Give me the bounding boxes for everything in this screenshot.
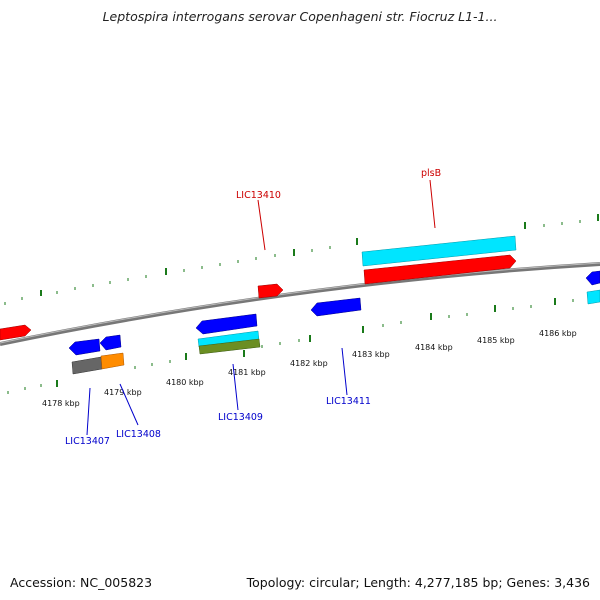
gene-arrow-reverse[interactable] bbox=[195, 313, 258, 335]
lower-tick-track bbox=[7, 298, 574, 394]
gene-plsB-cyan-bar bbox=[361, 235, 517, 267]
scale-label: 4181 kbp bbox=[228, 368, 266, 377]
gene-arrow-forward[interactable] bbox=[0, 324, 32, 341]
scale-label: 4185 kbp bbox=[477, 336, 515, 345]
label-leaders bbox=[86, 179, 436, 436]
reverse-features bbox=[68, 270, 600, 375]
genome-backbone bbox=[0, 262, 600, 346]
genome-backbone-highlight bbox=[0, 262, 600, 344]
scale-label: 4183 kbp bbox=[352, 350, 390, 359]
scale-label: 4178 kbp bbox=[42, 399, 80, 408]
olive-feature-bar bbox=[198, 338, 261, 355]
gene-label-LIC13408[interactable]: LIC13408 bbox=[116, 429, 161, 440]
gene-label-LIC13410[interactable]: LIC13410 bbox=[236, 190, 281, 201]
gene-label-plsB[interactable]: plsB bbox=[421, 168, 441, 179]
gene-plsB-arrow[interactable] bbox=[363, 254, 517, 285]
gray-feature-bar bbox=[71, 356, 103, 375]
gene-label-LIC13407[interactable]: LIC13407 bbox=[65, 436, 110, 447]
map-title: Leptospira interrogans serovar Copenhage… bbox=[102, 9, 498, 24]
leader-line bbox=[232, 363, 239, 411]
gene-label-LIC13411[interactable]: LIC13411 bbox=[326, 396, 371, 407]
gene-arrow-reverse[interactable] bbox=[310, 297, 362, 317]
gene-arrow-forward[interactable] bbox=[257, 283, 284, 299]
leader-line bbox=[429, 179, 436, 229]
scale-labels: 4178 kbp 4179 kbp 4180 kbp 4181 kbp 4182… bbox=[42, 329, 577, 408]
scale-label: 4184 kbp bbox=[415, 343, 453, 352]
leader-line bbox=[119, 383, 139, 426]
orange-feature-bar bbox=[100, 352, 125, 370]
gene-labels: LIC13410 plsB LIC13407 LIC13408 LIC13409… bbox=[65, 168, 441, 447]
gene-arrow-reverse[interactable] bbox=[585, 270, 600, 286]
leader-line bbox=[86, 387, 91, 436]
gene-arrow-reverse[interactable] bbox=[68, 338, 101, 356]
forward-features bbox=[0, 235, 517, 341]
scale-label: 4180 kbp bbox=[166, 378, 204, 387]
scale-label: 4182 kbp bbox=[290, 359, 328, 368]
leader-line bbox=[341, 347, 348, 396]
upper-tick-track bbox=[4, 214, 599, 305]
scale-label: 4179 kbp bbox=[104, 388, 142, 397]
cyan-feature-bar bbox=[586, 289, 600, 305]
gene-arrow-reverse[interactable] bbox=[99, 334, 122, 351]
scale-label: 4186 kbp bbox=[539, 329, 577, 338]
accession-text: Accession: NC_005823 bbox=[10, 575, 153, 590]
gene-label-LIC13409[interactable]: LIC13409 bbox=[218, 412, 263, 423]
leader-line bbox=[257, 199, 266, 251]
genome-summary-text: Topology: circular; Length: 4,277,185 bp… bbox=[246, 575, 590, 590]
